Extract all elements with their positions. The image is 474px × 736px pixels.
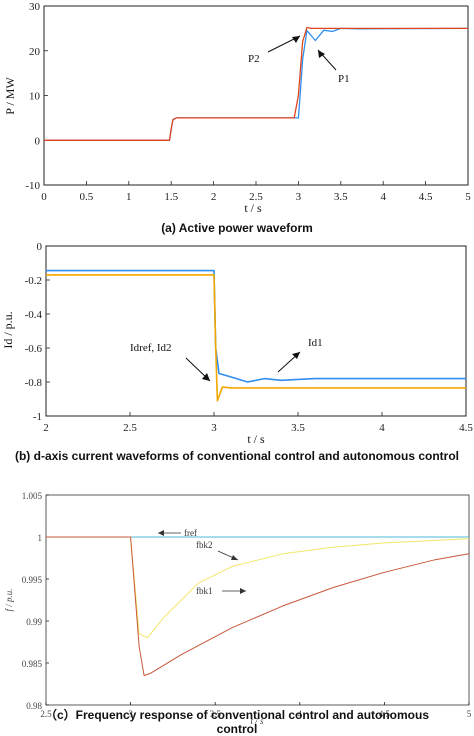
panel-a-caption: (a) Active power waveform [161,221,313,235]
panel-b-plot-area [45,245,467,417]
panel-a-series [44,26,469,141]
panel-a-xtick-label: 1 [126,191,132,203]
panel-c-annot-fref: fref [184,528,197,538]
panel-a-xtick-label: 4.5 [419,191,433,203]
panel-c-xtick-label: 3.5 [210,709,222,719]
panel-c-xtick-label: 2.5 [40,709,52,719]
panel-a-xtick-label: 0.5 [80,191,94,203]
panel-b-xlabel: t / s [247,432,265,446]
panel-c-annot-fbk1: fbk1 [196,586,213,596]
panel-c-ylabel: f / p.u. [4,588,14,611]
panel-b-ytick-label: 0 [37,241,43,253]
panel-c-series-fbk1 [46,536,470,677]
panel-c-annot-fbk2: fbk2 [196,540,213,550]
panel-a-xtick-label: 4 [380,191,386,203]
panel-c-ytick-label: 0.98 [26,701,42,711]
panel-a-xtick-label: 1.5 [164,191,178,203]
panel-c-series [46,536,470,677]
panel-c-series-fbk2 [46,536,470,639]
panel-c-xtick-label: 3 [128,709,133,719]
panel-b-series-idref-id2 [46,274,466,402]
panel-a-series-p2 [44,26,468,141]
panel-a-xtick-label: 5 [465,191,471,203]
panel-b-xtick-label: 2.5 [123,422,137,434]
panel-a-xtick-label: 3.5 [334,191,348,203]
panel-c-ytick-label: 0.985 [22,659,43,669]
panel-b-caption: (b) d-axis current waveforms of conventi… [14,449,460,463]
panel-c-arrowhead-fbk1 [240,588,246,594]
panel-b-ytick-label: -0.2 [25,275,42,287]
panel-b-xtick-label: 4.5 [459,422,473,434]
panel-c-xlabel: t / s [250,716,264,726]
panel-a-ytick-label: 10 [29,91,41,103]
panel-b-ytick-label: -0.8 [25,377,43,389]
panel-a-annot-p1: P1 [338,73,350,85]
panel-b-ticks: 2 2.5 3 3.5 4 4.5 0 -0.2 -0.4 -0.6 -0.8 -1 [25,241,474,434]
panel-b-xtick-label: 3 [211,422,217,434]
panel-a-xtick-label: 3 [296,191,302,203]
panel-b-ytick-label: -1 [33,411,42,423]
panel-a-plot-area [43,5,469,186]
panel-a-ytick-label: 0 [35,135,41,147]
panel-b-ylabel: Id / p.u. [1,311,15,348]
panel-c: 2.5 3 3.5 4 4.5 5 1.005 1 0.995 0.99 0.985 0.98 t /… [4,491,472,726]
panel-b-ytick-label: -0.6 [25,343,43,355]
panel-a-xtick-label: 2 [211,191,217,203]
panel-b-series [46,269,466,402]
panel-c-arrowhead-fref [158,530,164,536]
panel-c-ytick-label: 1 [38,533,43,543]
panel-a-xlabel: t / s [244,201,262,215]
panel-c-ytick-label: 1.005 [22,491,43,501]
panel-a-xtick-label: 2.5 [249,191,263,203]
panel-a-ytick-label: -10 [25,180,40,192]
panel-c-ytick-label: 0.99 [26,617,42,627]
panel-b-xtick-label: 3.5 [291,422,305,434]
panel-a-arrowhead-p2 [292,36,300,43]
panel-a-arrowhead-p1 [318,50,325,58]
panel-b-annot-id1: Id1 [308,337,323,349]
panel-b-annot-idref-id2: Idref, Id2 [130,342,172,354]
panel-a-ytick-label: 20 [29,46,41,58]
panel-c-ytick-label: 0.995 [22,575,43,585]
panel-a-ylabel: P / MW [3,77,17,115]
panel-c-xtick-label: 4.5 [379,709,391,719]
panel-a-annot-p2: P2 [248,53,260,65]
panel-b: 2 2.5 3 3.5 4 4.5 0 -0.2 -0.4 -0.6 -0.8 -1 t / s Id… [1,241,473,446]
panel-c-arrowhead-fbk2 [231,555,238,560]
panel-b-arrowhead-idref [202,373,210,381]
panel-b-xtick-label: 2 [43,422,49,434]
panel-c-ticks: 2.5 3 3.5 4 4.5 5 1.005 1 0.995 0.99 0.985 0.98 [22,491,472,719]
panel-a-xtick-label: 0 [41,191,47,203]
panel-b-ytick-label: -0.4 [25,309,43,321]
panel-b-xtick-label: 4 [379,422,385,434]
panel-a-ytick-label: 30 [29,1,41,13]
panel-b-arrowhead-id1 [292,352,300,359]
panel-c-plot-area [45,494,470,706]
panel-c-xtick-label: 4 [298,709,303,719]
panel-c-xtick-label: 5 [467,709,472,719]
